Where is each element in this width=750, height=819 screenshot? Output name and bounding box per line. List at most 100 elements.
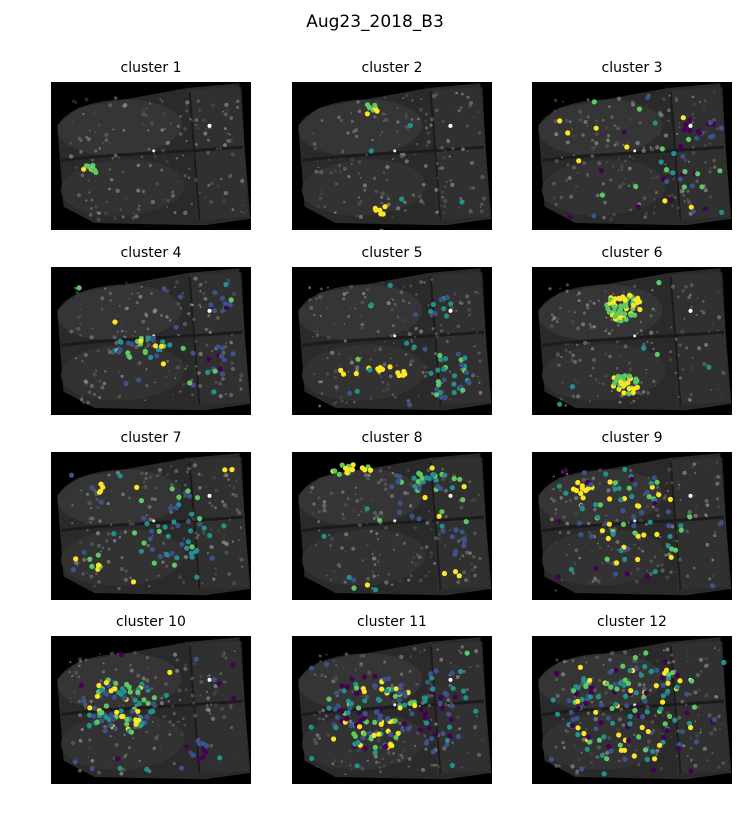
cell-texture [602, 382, 605, 385]
cell-texture [607, 331, 611, 336]
cell-texture [166, 473, 169, 476]
roi-point [672, 717, 678, 723]
cell-texture [467, 300, 472, 305]
cell-texture [166, 206, 169, 208]
cell-texture [399, 152, 403, 156]
cell-texture [678, 343, 682, 347]
roi-point [624, 380, 630, 386]
roi-point [355, 356, 361, 362]
cell-texture [79, 314, 82, 318]
roi-point [642, 747, 649, 753]
cell-texture [185, 139, 188, 142]
cell-texture [329, 547, 332, 551]
roi-point [567, 214, 573, 220]
cell-texture [167, 370, 170, 372]
cell-texture [116, 156, 121, 160]
cell-texture [617, 158, 620, 160]
roi-point [598, 719, 604, 726]
roi-point [622, 677, 628, 683]
cell-texture [440, 146, 444, 150]
roi-point [644, 489, 650, 495]
cell-texture [88, 738, 92, 742]
roi-point [141, 697, 147, 703]
cell-texture [108, 103, 113, 108]
cell-texture [391, 298, 394, 301]
roi-point [459, 362, 465, 368]
roi-point [220, 345, 226, 351]
cell-texture [73, 690, 77, 693]
cell-texture [229, 116, 234, 120]
cell-texture [476, 664, 480, 668]
cell-texture [391, 215, 395, 219]
cell-texture [415, 553, 419, 556]
cell-texture [441, 746, 447, 751]
cell-texture [203, 296, 208, 301]
cell-texture [213, 506, 218, 510]
cell-texture [312, 502, 316, 506]
cell-texture [342, 473, 345, 475]
cell-texture [686, 652, 688, 655]
cell-texture [576, 171, 580, 175]
cell-texture [186, 365, 189, 368]
cell-texture [671, 675, 674, 678]
cell-texture [355, 214, 358, 218]
cell-texture [351, 690, 354, 693]
roi-point [326, 705, 332, 711]
cell-texture [318, 196, 323, 201]
cell-texture [444, 514, 448, 519]
cell-texture [420, 546, 424, 550]
roi-point [613, 667, 619, 673]
cell-texture [476, 752, 482, 757]
cell-texture [192, 701, 196, 705]
cell-texture [559, 195, 564, 200]
cell-texture [577, 291, 581, 295]
cell-texture [590, 700, 594, 704]
roi-point [92, 705, 98, 711]
roi-point [607, 479, 613, 485]
cell-texture [396, 107, 399, 109]
cell-texture [199, 306, 202, 309]
roi-point [211, 389, 217, 395]
cell-texture [456, 324, 461, 329]
cell-texture [613, 284, 616, 287]
cell-texture [429, 123, 433, 127]
cell-texture [475, 331, 479, 334]
cell-texture [149, 121, 154, 126]
cell-texture [572, 154, 575, 157]
cell-texture [82, 112, 85, 116]
cell-texture [592, 358, 596, 363]
cell-texture [617, 717, 622, 722]
cell-texture [438, 766, 441, 768]
cell-texture [357, 201, 362, 206]
cell-texture [189, 303, 193, 307]
cell-texture [379, 770, 383, 774]
cell-texture [458, 557, 462, 561]
cell-texture [567, 176, 572, 181]
cell-texture [205, 486, 207, 489]
cell-texture [433, 536, 439, 541]
cell-texture [438, 533, 441, 536]
cell-texture [695, 314, 698, 316]
cell-texture [434, 332, 438, 336]
cell-texture [103, 211, 108, 216]
cell-texture [444, 544, 447, 547]
cell-texture [190, 676, 195, 680]
roi-point [335, 703, 341, 709]
cell-texture [478, 390, 483, 395]
cell-texture [636, 332, 639, 335]
cell-texture [717, 475, 721, 479]
roi-point [364, 506, 370, 512]
cell-texture [137, 361, 142, 365]
cell-texture [436, 152, 439, 155]
cell-texture [468, 313, 471, 317]
cell-texture [354, 668, 358, 672]
cell-texture [718, 727, 721, 731]
cell-texture [87, 191, 91, 194]
cell-texture [586, 125, 589, 127]
roi-point [677, 678, 683, 684]
roi-point [668, 197, 674, 203]
roi-point [372, 102, 378, 108]
cell-texture [348, 719, 353, 724]
roi-point [334, 690, 340, 696]
roi-point [163, 692, 169, 698]
